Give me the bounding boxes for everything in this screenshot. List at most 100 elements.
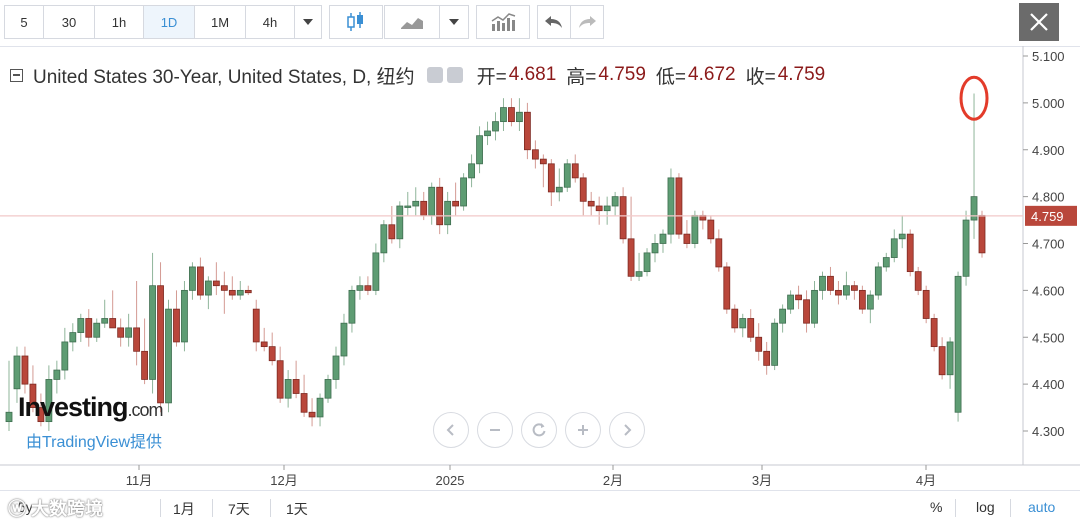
low-label: 低=	[655, 66, 687, 88]
y-tick-label: 4.300	[1032, 424, 1065, 439]
candle-down	[141, 350, 148, 380]
area-chart-button[interactable]	[384, 5, 440, 39]
candle-down	[587, 200, 595, 207]
candle-up	[946, 341, 954, 376]
candle-down	[922, 289, 930, 319]
close-label: 收=	[745, 66, 776, 88]
watermark-text: ⓦ 大数跨境	[8, 499, 104, 519]
chevron-left-icon	[446, 424, 454, 436]
candle-up	[13, 355, 21, 390]
x-tick-label: 3月	[752, 473, 772, 488]
candle-up	[316, 397, 324, 418]
candle-down	[252, 308, 260, 343]
percent-toggle[interactable]: %	[930, 499, 943, 515]
candle-up	[771, 322, 779, 366]
collapse-legend-icon[interactable]	[10, 68, 23, 82]
interval-label: 1D	[160, 14, 178, 30]
candle-up	[340, 322, 348, 357]
candle-up	[516, 111, 523, 123]
range-1day-button[interactable]: 1天	[286, 501, 308, 517]
candle-down	[436, 186, 444, 226]
candle-up	[603, 205, 611, 212]
reset-button[interactable]	[521, 412, 557, 448]
settings-icon[interactable]	[426, 67, 443, 83]
bottom-bar: 5y 1月 7天 1天 % log auto	[0, 490, 1080, 524]
interval-5-button[interactable]: 5	[4, 5, 44, 39]
zoom-out-button[interactable]	[477, 412, 513, 448]
candle-up	[61, 341, 69, 371]
candle-up	[165, 308, 172, 404]
last-price-label: 4.759	[1031, 209, 1064, 224]
candle-down	[364, 285, 372, 291]
gear-icon[interactable]	[446, 67, 463, 83]
candle-down	[228, 289, 236, 296]
interval-dropdown-button[interactable]	[294, 5, 322, 39]
interval-1h-button[interactable]: 1h	[94, 5, 144, 39]
candle-down	[707, 219, 715, 240]
candle-down	[276, 360, 284, 399]
candle-up	[563, 163, 571, 188]
close-button[interactable]	[1019, 3, 1059, 41]
candle-down	[260, 341, 268, 348]
candle-up	[444, 200, 452, 226]
candle-down	[21, 355, 29, 385]
candle-down	[29, 383, 37, 408]
chart-navigation	[433, 412, 645, 448]
candle-down	[85, 318, 93, 338]
top-toolbar: 5 30 1h 1D 1M 4h	[0, 0, 1080, 47]
interval-30-button[interactable]: 30	[43, 5, 95, 39]
candle-up	[77, 318, 85, 333]
chart-type-dropdown-button[interactable]	[439, 5, 469, 39]
redo-button[interactable]	[570, 5, 604, 39]
candle-down	[547, 163, 555, 193]
log-toggle[interactable]: log	[976, 499, 995, 515]
candle-up	[53, 369, 61, 380]
candle-down	[747, 318, 755, 338]
interval-label: 4h	[262, 14, 278, 30]
scroll-right-button[interactable]	[609, 412, 645, 448]
range-1month-button[interactable]: 1月	[173, 501, 195, 517]
chevron-right-icon	[624, 424, 632, 436]
candle-down	[723, 266, 731, 310]
candle-up	[324, 379, 332, 399]
candle-down	[595, 205, 603, 212]
chart-area[interactable]: 5.100 5.000 4.900 4.800 4.700 4.600 4.500 4.400…	[0, 46, 1080, 490]
y-tick-label: 5.000	[1032, 96, 1065, 111]
candle-up	[149, 285, 156, 380]
interval-4h-button[interactable]: 4h	[245, 5, 295, 39]
auto-scale-toggle[interactable]: auto	[1028, 499, 1056, 515]
range-7day-button[interactable]: 7天	[228, 501, 250, 517]
candle-up	[460, 177, 467, 207]
candle-down	[109, 318, 117, 329]
range-5y-button[interactable]: 5y	[18, 499, 33, 515]
interval-1d-button[interactable]: 1D	[143, 5, 195, 39]
x-tick-label: 4月	[916, 473, 936, 488]
scroll-left-button[interactable]	[433, 412, 469, 448]
candle-down	[930, 318, 938, 348]
high-value: 4.759	[598, 64, 646, 85]
candle-down	[938, 346, 946, 376]
undo-button[interactable]	[537, 5, 571, 39]
candlestick-chart[interactable]: 5.100 5.000 4.900 4.800 4.700 4.600 4.500 4.400…	[0, 46, 1080, 490]
candle-up	[101, 318, 109, 324]
brand-suffix: .com	[127, 400, 164, 420]
candle-down	[571, 163, 579, 179]
watermark-label: 大数跨境	[31, 499, 104, 519]
zoom-in-button[interactable]	[565, 412, 601, 448]
separator	[160, 499, 161, 517]
candle-up	[428, 186, 436, 216]
y-tick-label: 4.600	[1032, 283, 1065, 298]
candle-style-button[interactable]	[329, 5, 383, 39]
interval-1m-button[interactable]: 1M	[194, 5, 246, 39]
candle-up	[811, 289, 818, 324]
candle-down	[420, 200, 428, 216]
candle-down	[212, 280, 220, 287]
minus-icon	[490, 429, 500, 431]
x-tick-label: 11月	[126, 473, 153, 488]
candle-up	[643, 252, 651, 273]
candle-up	[5, 411, 13, 423]
open-label: 开=	[476, 66, 507, 88]
close-value: 4.759	[777, 64, 826, 85]
candle-up	[555, 186, 563, 193]
indicators-button[interactable]	[476, 5, 530, 39]
